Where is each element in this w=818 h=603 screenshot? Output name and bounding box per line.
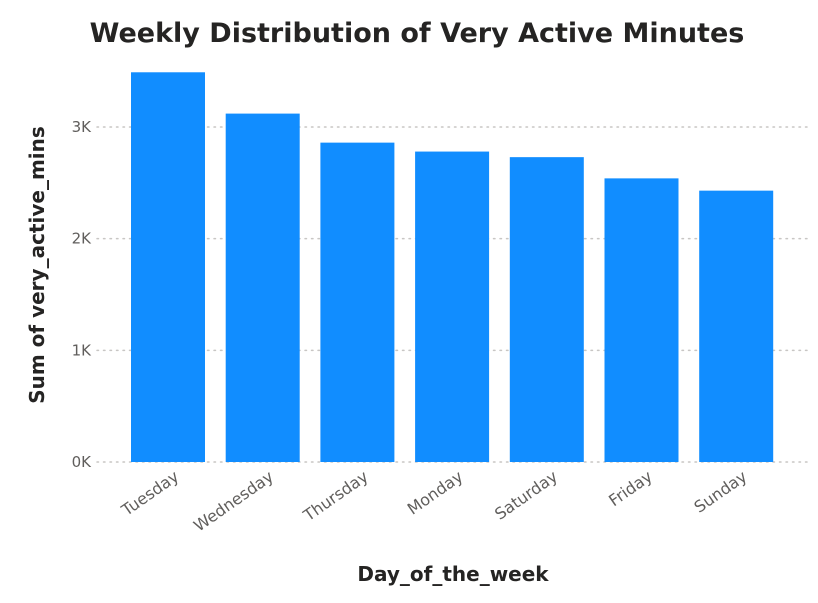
- y-tick-label: 3K: [72, 118, 93, 136]
- bar-tuesday[interactable]: [131, 72, 205, 463]
- y-tick-label: 1K: [72, 341, 93, 359]
- x-tick-label-tuesday: Tuesday: [117, 467, 182, 520]
- bar-monday[interactable]: [415, 151, 490, 463]
- x-tick-label-wednesday: Wednesday: [190, 467, 277, 536]
- chart-title: Weekly Distribution of Very Active Minut…: [90, 18, 745, 49]
- bars: [131, 72, 774, 463]
- x-tick-label-thursday: Thursday: [299, 467, 372, 526]
- bar-wednesday[interactable]: [225, 113, 300, 462]
- x-tick-label-sunday: Sunday: [691, 467, 751, 517]
- x-axis-title: Day_of_the_week: [357, 562, 549, 586]
- y-tick-label: 2K: [72, 230, 93, 248]
- y-tick-label: 0K: [72, 453, 93, 471]
- bar-thursday[interactable]: [320, 142, 395, 462]
- y-tick-labels: 0K 1K 2K 3K: [72, 118, 93, 471]
- bar-friday[interactable]: [604, 178, 679, 462]
- y-axis-title: Sum of very_active_mins: [25, 126, 49, 404]
- bar-saturday[interactable]: [509, 157, 584, 462]
- x-tick-labels: Tuesday Wednesday Thursday Monday Saturday Fr…: [117, 467, 750, 536]
- x-tick-label-monday: Monday: [404, 467, 467, 519]
- x-tick-label-saturday: Saturday: [491, 467, 561, 524]
- bar-sunday[interactable]: [699, 190, 774, 462]
- y-gridlines: [96, 126, 809, 463]
- x-tick-label-friday: Friday: [605, 467, 656, 510]
